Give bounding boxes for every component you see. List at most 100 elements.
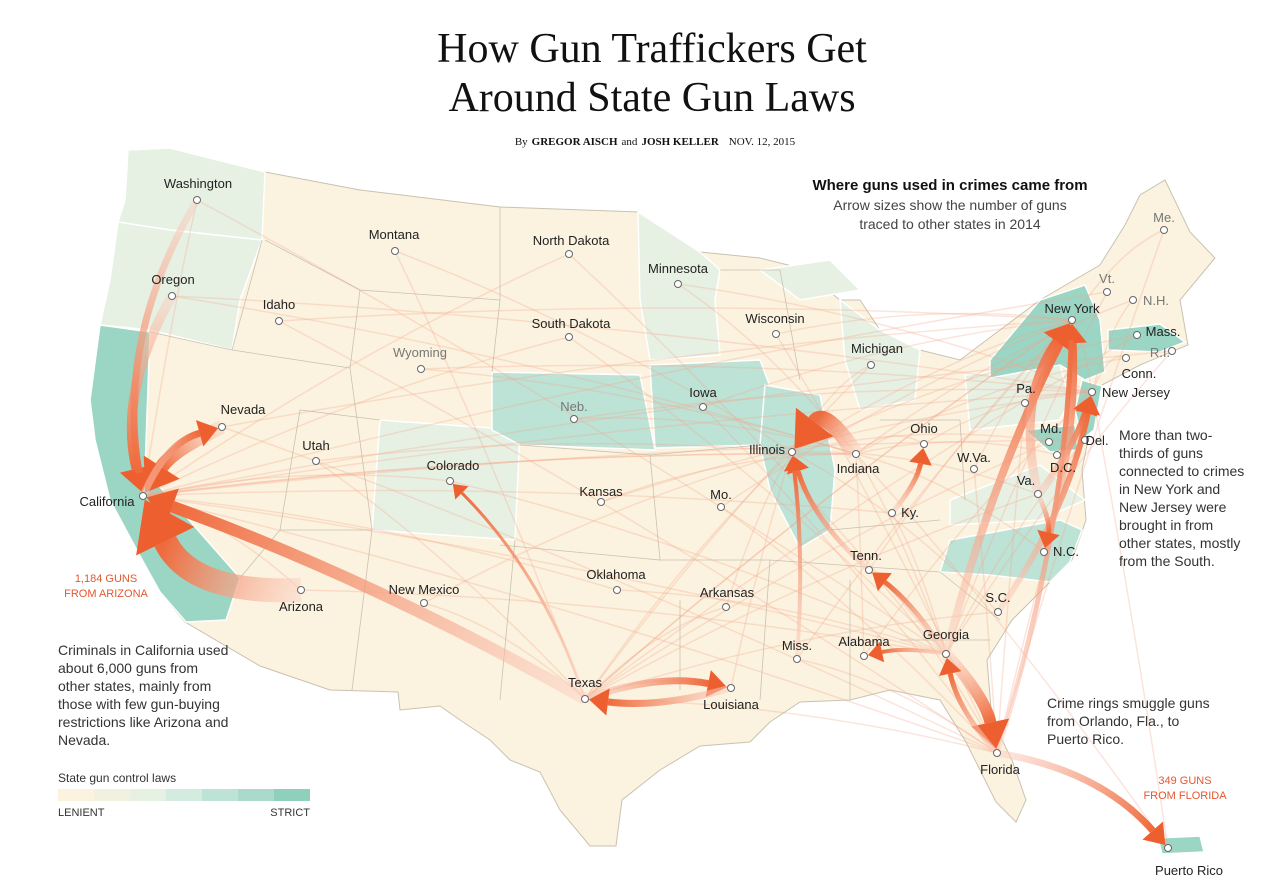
faint-flow [142, 452, 857, 497]
flow-arrowhead [1043, 323, 1070, 351]
state-california [89, 324, 241, 623]
legend-high: STRICT [270, 807, 310, 819]
annotation-california-note: restrictions like Arizona and [58, 714, 228, 730]
state-dot [417, 365, 425, 373]
annotation-california-note: Nevada. [58, 732, 110, 748]
faint-flow [855, 453, 1045, 553]
flow-arrow [941, 649, 997, 725]
state-label: R.I. [1150, 345, 1170, 360]
state-dot [139, 492, 147, 500]
annotations: Where guns used in crimes came from Arrow… [58, 177, 1244, 802]
annotation-northeast-note: other states, mostly [1119, 535, 1240, 551]
state-dots [139, 196, 1176, 852]
faint-flow [142, 439, 1086, 497]
flow-arrow [890, 463, 923, 515]
state-label: Minnesota [648, 261, 709, 276]
flow-arrow [792, 470, 803, 660]
state-label: Montana [369, 227, 420, 242]
flow-arrow [947, 673, 999, 755]
faint-flow [315, 442, 793, 462]
annotation-northeast-note: brought in from [1119, 517, 1213, 533]
state-label: New Mexico [389, 582, 460, 597]
faint-flow [420, 364, 1093, 393]
annotation-northeast-note: in New York and [1119, 481, 1220, 497]
state-dot [1122, 354, 1130, 362]
state-label: Oregon [151, 272, 194, 287]
faint-flow [600, 453, 857, 503]
faint-flow [142, 495, 947, 655]
faint-flow [278, 307, 1073, 322]
faint-flow [394, 250, 793, 453]
flow-arrowhead [125, 470, 153, 493]
state-michigan [758, 259, 921, 411]
legend-swatch [94, 789, 130, 801]
annotation-california-note: those with few gun-buying [58, 696, 220, 712]
state-dot [920, 440, 928, 448]
state-label: Miss. [782, 638, 812, 653]
faint-flow [142, 452, 857, 497]
flow-arrow [154, 535, 302, 603]
state-dot [788, 448, 796, 456]
byline-author2: JOSH KELLER [641, 136, 719, 148]
byline-date: NOV. 12, 2015 [729, 136, 796, 148]
flow-arrowhead [872, 572, 892, 592]
state-dot [852, 450, 860, 458]
flow-arrow [1025, 338, 1061, 496]
state-label: N.C. [1053, 544, 1079, 559]
legend-swatch [130, 789, 166, 801]
state-label: S.C. [985, 590, 1010, 605]
annotation-arizona-flow: 1,184 GUNS [75, 573, 137, 585]
faint-flow [868, 319, 1073, 571]
state-dot [391, 247, 399, 255]
faint-flow [584, 441, 1050, 700]
faint-flow [945, 291, 1108, 655]
state-label: W.Va. [957, 450, 991, 465]
flow-arrow [1035, 492, 1052, 534]
flow-arrowhead [1059, 323, 1083, 341]
key-title: Where guns used in crimes came from [812, 177, 1087, 194]
faint-flow [584, 493, 1039, 700]
state-label: South Dakota [532, 316, 612, 331]
annotation-northeast-note: More than two- [1119, 427, 1213, 443]
title-line: Around State Gun Laws [448, 75, 855, 121]
faint-flow [573, 388, 1093, 420]
state-dot [312, 457, 320, 465]
border [149, 207, 1001, 701]
state-label: Mo. [710, 487, 732, 502]
state-dot [970, 465, 978, 473]
legend-title: State gun control laws [58, 771, 176, 785]
key-subtitle: traced to other states in 2014 [859, 216, 1041, 232]
annotation-california-note: about 6,000 guns from [58, 660, 198, 676]
annotation-puerto-rico-note: Puerto Rico. [1047, 731, 1124, 747]
faint-flow [720, 319, 1073, 508]
state-label: Md. [1040, 421, 1062, 436]
state-label: New York [1045, 301, 1100, 316]
flow-arrowhead [146, 488, 179, 525]
faint-flow [221, 319, 1073, 428]
state-label: Georgia [923, 627, 970, 642]
state-dot [674, 280, 682, 288]
state-dot [446, 477, 454, 485]
flow-arrowhead [136, 499, 195, 556]
state-dot [1068, 316, 1076, 324]
byline-and: and [622, 136, 638, 148]
state-label: Washington [164, 176, 232, 191]
state-dot [1053, 451, 1061, 459]
state-label: Conn. [1122, 366, 1157, 381]
state-label: Puerto Rico [1155, 863, 1223, 878]
flow-arrow [795, 470, 871, 572]
faint-flow [142, 291, 1108, 497]
state-label: Pa. [1016, 381, 1036, 396]
flow-arrow [883, 580, 949, 656]
state-dot [1045, 438, 1053, 446]
faint-flow [855, 435, 925, 455]
state-label: Tenn. [850, 548, 882, 563]
faint-flow [855, 453, 865, 657]
state-dot [1040, 548, 1048, 556]
flow-arrowhead [1037, 529, 1060, 549]
flow-arrow [170, 501, 588, 705]
state-label: Vt. [1099, 271, 1115, 286]
flow-arrow [881, 647, 947, 656]
annotation-northeast-note: thirds of guns [1119, 445, 1203, 461]
